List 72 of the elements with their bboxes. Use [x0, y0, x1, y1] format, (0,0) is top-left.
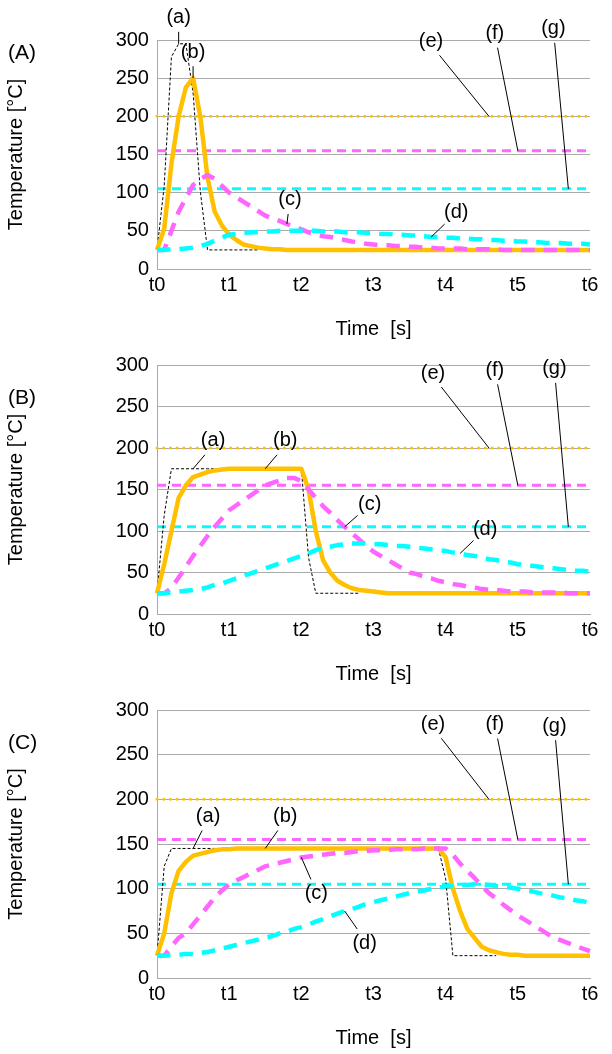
y-tick-label: 50	[126, 218, 149, 241]
x-tick-label: t4	[437, 981, 455, 1004]
y-tick-label: 0	[137, 601, 149, 624]
y-tick-label: 150	[115, 831, 149, 854]
x-tick-label: t3	[365, 272, 382, 295]
text: (B)	[8, 385, 36, 409]
annotation: (c)	[357, 492, 382, 515]
annotation: (d)	[352, 930, 377, 953]
chart-title: (A)	[8, 40, 36, 64]
y-tick-label: 50	[126, 920, 149, 943]
y-tick-label: 150	[115, 142, 149, 165]
y-tick-label: 250	[115, 65, 149, 88]
x-tick-label: t6	[581, 617, 599, 640]
y-tick-label: 300	[115, 27, 149, 50]
y-tick-label: 200	[115, 435, 149, 458]
annotation: (d)	[444, 200, 469, 223]
x-tick-label: t3	[365, 981, 382, 1004]
y-axis-title: Temperature [°C]	[3, 413, 26, 566]
y-tick-label: 200	[115, 103, 149, 126]
y-tick-label: 250	[115, 394, 149, 417]
x-tick-label: t3	[365, 617, 382, 640]
y-tick-label: 300	[115, 697, 149, 720]
y-axis-title: Temperature [°C]	[3, 768, 26, 920]
y-tick-label: 250	[115, 742, 149, 765]
x-axis-title: Time [s]	[335, 316, 412, 339]
y-tick-label: 100	[115, 180, 149, 203]
x-tick-label: t6	[581, 272, 599, 295]
ref-line-label: (f)	[485, 21, 505, 44]
x-tick-label: t5	[509, 617, 527, 640]
y-tick-label: 100	[115, 518, 149, 541]
ref-line-label: (f)	[485, 357, 505, 380]
x-axis-title: Time [s]	[335, 1025, 412, 1048]
x-tick-label: t0	[148, 617, 166, 640]
ref-line-label: (f)	[485, 712, 505, 735]
y-tick-label: 150	[115, 477, 149, 500]
x-tick-label: t4	[437, 272, 455, 295]
annotation: (c)	[304, 880, 328, 903]
x-tick-label: t0	[148, 272, 166, 295]
ref-line-label: (e)	[420, 711, 446, 734]
ref-line-label: (e)	[418, 28, 444, 51]
ref-line-label: (g)	[542, 356, 567, 379]
x-tick-label: t1	[220, 617, 238, 640]
y-tick-label: 0	[137, 965, 149, 988]
y-tick-label: 200	[115, 786, 149, 809]
annotation: (a)	[200, 428, 226, 451]
x-tick-label: t2	[292, 981, 310, 1004]
x-tick-label: t2	[292, 617, 310, 640]
annotation: (b)	[273, 428, 298, 451]
x-tick-label: t2	[292, 272, 310, 295]
y-tick-label: 100	[115, 876, 149, 899]
x-tick-label: t4	[437, 617, 455, 640]
ref-line-label: (g)	[542, 713, 567, 736]
y-tick-label: 50	[126, 560, 149, 583]
x-tick-label: t0	[148, 981, 166, 1004]
annotation: (b)	[180, 39, 206, 62]
annotation: (a)	[166, 5, 191, 28]
text: (C)	[8, 730, 38, 754]
line-series	[154, 228, 593, 253]
x-tick-label: t5	[509, 272, 527, 295]
y-tick-label: 300	[115, 352, 149, 375]
x-tick-label: t6	[581, 981, 599, 1004]
x-axis-title: Time [s]	[335, 661, 412, 684]
x-tick-label: t1	[220, 272, 238, 295]
x-tick-label: t5	[509, 981, 527, 1004]
ref-line-label: (g)	[541, 16, 566, 39]
annotation: (c)	[278, 187, 302, 210]
annotation: (a)	[195, 803, 221, 826]
y-axis-title: Temperature [°C]	[3, 78, 26, 231]
annotation: (b)	[273, 803, 298, 826]
y-tick-label: 0	[137, 256, 149, 279]
x-tick-label: t1	[220, 981, 238, 1004]
ref-line-label: (e)	[420, 360, 446, 383]
